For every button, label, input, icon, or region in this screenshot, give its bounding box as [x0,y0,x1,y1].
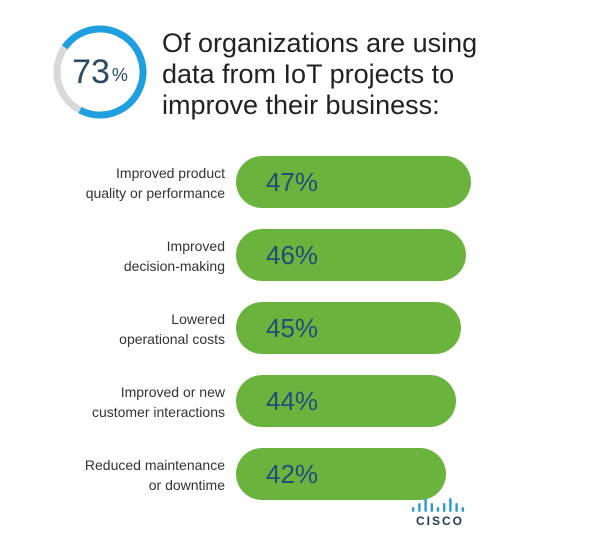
cisco-bar-5 [436,507,440,512]
cisco-bar-9 [461,507,464,512]
bar-1 [236,156,471,208]
cisco-bars-icon [412,498,464,512]
cisco-bar-3 [424,498,427,512]
gauge-arc [61,25,147,119]
cisco-logo: CISCO [404,497,476,537]
category-label-4-line-2: customer interactions [92,404,225,420]
headline-gauge [53,25,147,119]
cisco-bar-6 [443,503,446,512]
category-label-5-line-1: Reduced maintenance [85,457,225,473]
headline-unit: % [111,64,128,85]
bar-2 [236,229,466,281]
category-label-3-line-1: Lowered [171,311,225,327]
category-label-5-line-2: or downtime [149,477,225,493]
category-label-1-line-2: quality or performance [86,185,226,201]
cisco-wordmark: CISCO [415,514,464,528]
headline-text: Of organizations are using data from IoT… [162,28,478,120]
cisco-bar-1 [412,507,415,512]
bar-value-label-5: 42% [266,459,318,489]
bar-value-label-3: 45% [266,313,318,343]
headline-value: 73 % [52,24,148,120]
cisco-bar-4 [430,503,433,512]
category-label-2-line-1: Improved [167,238,225,254]
bar-3 [236,302,461,354]
cisco-bar-7 [449,498,452,512]
category-label-1-line-1: Improved product [116,165,225,181]
bar-value-label-4: 44% [266,386,318,416]
category-label-4-line-1: Improved or new [121,384,226,400]
bar-4 [236,375,456,427]
bar-value-label-2: 46% [266,240,318,270]
cisco-bar-2 [418,503,421,512]
cisco-bar-8 [455,503,458,512]
category-label-3-line-2: operational costs [119,331,225,347]
bar-value-label-1: 47% [266,167,318,197]
headline-number: 73 [72,52,110,91]
bar-5 [236,448,446,500]
category-label-2-line-2: decision-making [124,258,225,274]
